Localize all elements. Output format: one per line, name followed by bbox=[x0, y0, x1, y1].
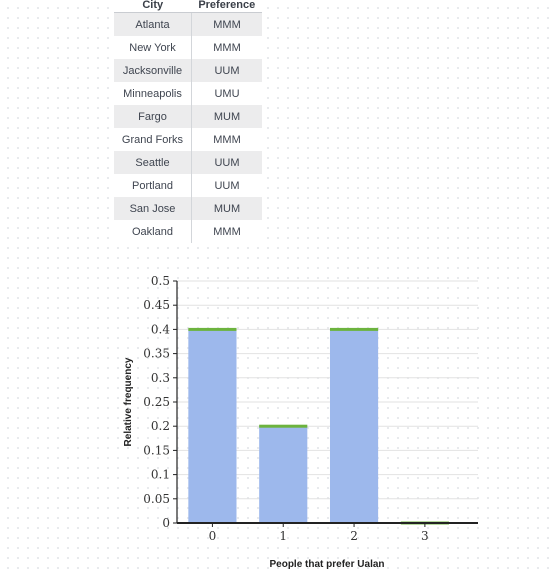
preference-cell: MMM bbox=[191, 36, 262, 59]
preference-cell: MMM bbox=[191, 12, 262, 36]
bars bbox=[188, 327, 449, 525]
x-tick-label: 3 bbox=[421, 529, 429, 543]
table-row: San Jose MUM bbox=[114, 197, 262, 220]
bar-top-2 bbox=[329, 327, 379, 331]
city-cell: Seattle bbox=[114, 151, 192, 174]
y-tick-label: 0.5 bbox=[151, 274, 170, 288]
preference-cell: MUM bbox=[191, 197, 262, 220]
bar-0 bbox=[188, 329, 237, 523]
y-tick-labels: 0 0.05 0.1 0.15 0.2 0.25 0.3 0.35 0.4 0.45 0.5 bbox=[143, 274, 170, 530]
y-tick-label: 0.35 bbox=[143, 347, 170, 361]
city-cell: Atlanta bbox=[114, 12, 192, 36]
preference-cell: UMU bbox=[191, 82, 262, 105]
preference-cell: MMM bbox=[191, 128, 262, 151]
bar-2 bbox=[329, 329, 379, 523]
y-tick-label: 0.3 bbox=[151, 371, 170, 385]
y-tick-label: 0.4 bbox=[151, 322, 170, 336]
y-axis-title: Relative frequency bbox=[123, 357, 134, 446]
table-row: Oakland MMM bbox=[114, 220, 262, 243]
city-cell: San Jose bbox=[114, 197, 192, 220]
city-cell: Jacksonville bbox=[114, 59, 192, 82]
preference-column-header: Preference bbox=[191, 0, 262, 13]
preference-table: City Preference Atlanta MMM New York MMM… bbox=[114, 0, 262, 243]
city-cell: Grand Forks bbox=[114, 128, 192, 151]
y-tick-label: 0.2 bbox=[151, 419, 170, 433]
city-cell: Minneapolis bbox=[114, 82, 192, 105]
y-tick-label: 0.05 bbox=[143, 492, 170, 506]
x-tick-label: 1 bbox=[279, 529, 287, 543]
city-cell: Oakland bbox=[114, 220, 192, 243]
city-cell: Portland bbox=[114, 174, 192, 197]
bar-top-1 bbox=[259, 424, 308, 428]
x-axis-title: People that prefer Ualan bbox=[269, 559, 384, 570]
table-row: Minneapolis UMU bbox=[114, 82, 262, 105]
y-tick-label: 0.15 bbox=[143, 443, 170, 457]
x-tick-label: 2 bbox=[350, 529, 358, 543]
preference-cell: UUM bbox=[191, 174, 262, 197]
x-tick-label: 0 bbox=[209, 529, 217, 543]
table-row: Atlanta MMM bbox=[114, 12, 262, 36]
table-header-row: City Preference bbox=[114, 0, 262, 13]
table-row: Portland UUM bbox=[114, 174, 262, 197]
y-tick-label: 0.45 bbox=[143, 298, 170, 312]
preference-cell: MMM bbox=[191, 220, 262, 243]
bar-1 bbox=[259, 426, 308, 523]
table-row: Jacksonville UUM bbox=[114, 59, 262, 82]
x-tick-labels: 0 1 2 3 bbox=[209, 529, 429, 543]
preference-cell: MUM bbox=[191, 105, 262, 128]
table-row: Fargo MUM bbox=[114, 105, 262, 128]
preference-cell: UUM bbox=[191, 59, 262, 82]
y-tick-label: 0 bbox=[162, 516, 170, 530]
axes bbox=[173, 280, 478, 527]
city-column-header: City bbox=[114, 0, 192, 13]
preference-cell: UUM bbox=[191, 151, 262, 174]
bar-top-0 bbox=[188, 327, 237, 331]
city-cell: Fargo bbox=[114, 105, 192, 128]
y-tick-label: 0.1 bbox=[151, 468, 170, 482]
table-row: New York MMM bbox=[114, 36, 262, 59]
table-row: Grand Forks MMM bbox=[114, 128, 262, 151]
table-row: Seattle UUM bbox=[114, 151, 262, 174]
y-tick-label: 0.25 bbox=[143, 395, 170, 409]
city-cell: New York bbox=[114, 36, 192, 59]
